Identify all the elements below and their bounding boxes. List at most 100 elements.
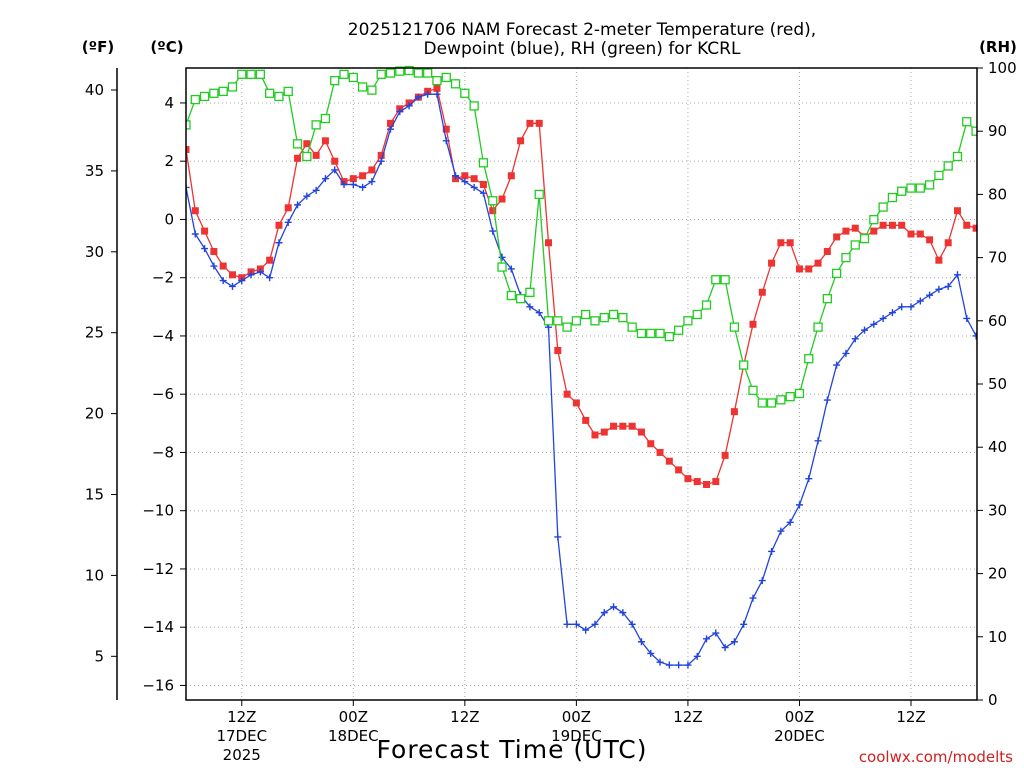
temperature-point	[284, 204, 292, 212]
dewpoint-point	[321, 175, 329, 183]
dewpoint-point	[768, 547, 776, 555]
rh-point	[478, 158, 489, 168]
x-tick-label-date: 20DEC	[774, 727, 825, 745]
dewpoint-point	[228, 282, 236, 290]
f-tick-label: 40	[85, 81, 104, 99]
x-tick-label-date: 17DEC	[216, 727, 267, 745]
dewpoint-point	[256, 268, 264, 276]
dewpoint-point	[916, 297, 924, 305]
temperature-point	[805, 265, 813, 273]
rh-point	[199, 91, 210, 102]
rh-point	[534, 189, 544, 200]
temperature-point	[294, 154, 302, 162]
rh-point	[320, 113, 331, 124]
rh-point	[581, 309, 591, 320]
temperature-point	[312, 151, 320, 159]
rh-point	[488, 196, 498, 206]
rh-point	[283, 86, 293, 97]
temperature-point	[545, 239, 553, 247]
dewpoint-point	[386, 125, 394, 133]
temperature-point	[675, 466, 683, 474]
temperature-point	[935, 256, 943, 264]
rh-point	[404, 65, 414, 76]
temperature-point	[303, 140, 311, 148]
plot-frame	[185, 67, 978, 701]
temperature-point	[879, 221, 887, 229]
rh-point	[432, 75, 442, 86]
dewpoint-point	[331, 166, 339, 174]
dewpoint-point	[703, 635, 711, 643]
rh-point	[785, 391, 795, 402]
rh-tick-label: 20	[988, 565, 1007, 583]
dewpoint-point	[572, 620, 580, 628]
temperature-point	[926, 236, 934, 244]
dewpoint-point	[414, 93, 422, 101]
dewpoint-point	[266, 274, 274, 282]
dewpoint-point	[507, 265, 515, 273]
rh-point	[190, 94, 200, 105]
temperature-point	[953, 207, 961, 215]
rh-point	[599, 312, 609, 323]
temperature-point	[795, 265, 803, 273]
rh-point	[915, 183, 925, 193]
temperature-point	[963, 221, 971, 229]
rh-point	[423, 68, 433, 78]
temperature-point	[386, 119, 394, 127]
rh-point	[348, 72, 358, 83]
series-rh	[186, 65, 977, 408]
dewpoint-point	[963, 314, 971, 322]
dewpoint-point	[656, 658, 664, 666]
dewpoint-point	[191, 230, 199, 238]
chart-title-line-2: Dewpoint (blue), RH (green) for KCRL	[424, 39, 741, 59]
temperature-point	[349, 175, 357, 183]
dewpoint-point	[833, 361, 841, 369]
rh-tick-label: 40	[988, 438, 1007, 456]
rh-point	[850, 240, 860, 250]
rh-line	[186, 69, 977, 404]
dewpoint-point	[219, 277, 227, 285]
temperature-point	[665, 457, 673, 465]
temperature-point	[637, 428, 645, 436]
f-tick-label: 5	[94, 647, 104, 665]
dewpoint-point	[814, 437, 822, 445]
rh-point	[906, 183, 916, 193]
c-tick-label: −10	[142, 502, 174, 520]
dewpoint-point	[433, 90, 441, 98]
temperature-point	[870, 227, 878, 235]
rh-point	[525, 287, 535, 298]
x-tick-label-date: 19DEC	[551, 727, 602, 745]
dewpoint-point	[795, 501, 803, 509]
temperature-point	[191, 207, 199, 215]
dewpoint-point	[461, 178, 469, 186]
temperature-point	[703, 480, 711, 488]
rh-point	[460, 88, 470, 98]
rh-point	[265, 88, 275, 98]
rh-point	[962, 117, 972, 127]
rh-point	[543, 316, 554, 326]
temperature-point	[433, 84, 441, 92]
chart-title-line-1: 2025121706 NAM Forecast 2-meter Temperat…	[348, 20, 816, 40]
dewpoint-point	[600, 609, 608, 617]
temperature-point	[777, 239, 785, 247]
dewpoint-point	[470, 183, 478, 191]
rh-point	[246, 69, 256, 79]
dewpoint-point	[610, 603, 618, 611]
dewpoint-point	[405, 102, 413, 110]
dewpoint-point	[721, 644, 729, 652]
x-tick-label-time: 00Z	[562, 708, 591, 726]
dewpoint-point	[730, 638, 738, 646]
rh-point	[952, 151, 963, 162]
rh-point	[729, 322, 740, 332]
rh-point	[357, 82, 368, 92]
dewpoint-point	[359, 183, 367, 191]
fahrenheit-axis: 40 35 30 25 20 15 10 5	[85, 68, 118, 700]
dewpoint-point	[647, 649, 655, 657]
temperature-point	[461, 172, 469, 180]
rh-point	[330, 75, 340, 86]
dewpoint-point	[777, 527, 785, 535]
rh-point	[515, 294, 526, 304]
x-tick-label-time: 00Z	[339, 708, 368, 726]
f-tick-label: 25	[85, 324, 104, 342]
x-tick-label-year: 2025	[223, 746, 261, 764]
